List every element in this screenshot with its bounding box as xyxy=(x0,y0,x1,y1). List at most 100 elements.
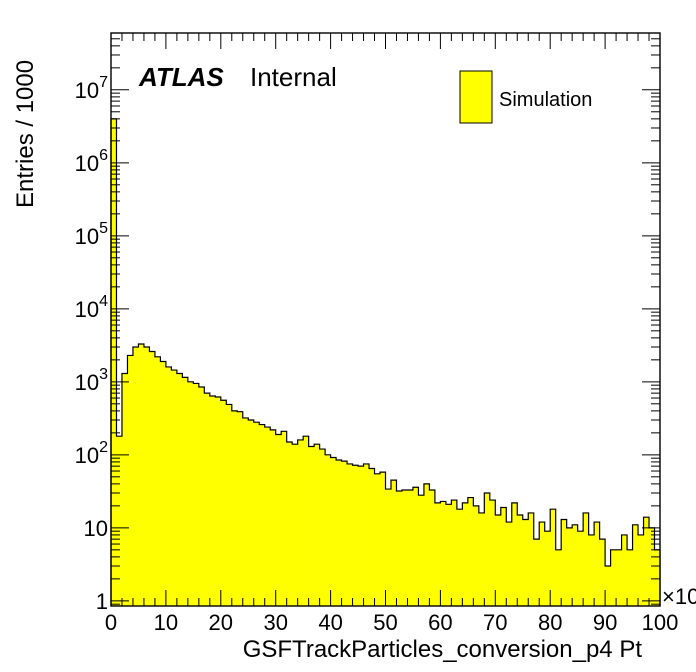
histogram-bar xyxy=(336,459,342,606)
histogram-bar xyxy=(627,549,633,606)
histogram-bar xyxy=(286,441,293,606)
histogram-bar xyxy=(198,386,205,606)
histogram-bar xyxy=(583,512,589,606)
histogram-bar xyxy=(506,522,513,606)
histogram-bar xyxy=(226,404,233,606)
histogram-bar xyxy=(478,512,485,606)
histogram-bar xyxy=(127,355,134,606)
x-tick-label: 50 xyxy=(373,610,397,635)
histogram-bar xyxy=(401,489,408,606)
histogram-bar xyxy=(594,522,600,606)
y-tick-label: 10 xyxy=(84,516,108,541)
histogram-bar xyxy=(462,502,469,606)
histogram-bar xyxy=(369,468,375,606)
histogram-bar xyxy=(319,449,326,606)
histogram-bar xyxy=(121,373,128,606)
y-tick-label: 105 xyxy=(75,220,108,249)
histogram-bar xyxy=(566,527,573,606)
x-tick-label: 100 xyxy=(642,610,679,635)
histogram-bar xyxy=(259,424,266,606)
histogram-bar xyxy=(281,431,287,606)
y-tick-label: 102 xyxy=(75,439,108,468)
histogram-bar xyxy=(341,461,348,606)
x-axis-multiplier: ×10³ xyxy=(662,584,696,609)
histogram-bar xyxy=(165,366,172,606)
histogram-bar xyxy=(451,500,458,606)
x-tick-label: 80 xyxy=(538,610,562,635)
histogram-bar xyxy=(473,505,480,606)
histogram-bar xyxy=(577,531,584,606)
histogram-bar xyxy=(132,346,139,606)
histogram-bar xyxy=(495,514,502,606)
histogram-bar xyxy=(418,495,425,606)
y-tick-label: 1 xyxy=(96,589,108,614)
x-axis-tick-labels: 0 10 20 30 40 50 60 70 80 90 100 xyxy=(105,610,678,635)
histogram-bar xyxy=(193,383,200,606)
histogram-bar xyxy=(182,377,189,606)
histogram-bar xyxy=(434,502,441,606)
legend-label-simulation: Simulation xyxy=(499,89,592,111)
histogram-bar xyxy=(215,396,222,606)
histogram-bar xyxy=(423,483,430,606)
histogram-bar xyxy=(314,444,320,606)
histogram-bar xyxy=(539,522,546,606)
x-tick-label: 0 xyxy=(105,610,117,635)
histogram-bar xyxy=(610,549,617,606)
histogram-bar xyxy=(489,500,496,606)
histogram-outline xyxy=(110,118,661,606)
histogram-bar xyxy=(330,457,337,606)
histogram-bar xyxy=(638,534,644,606)
y-tick-label: 103 xyxy=(75,366,108,395)
histogram-bar xyxy=(572,524,578,606)
legend: Simulation xyxy=(459,70,592,124)
histogram-bar xyxy=(154,356,161,606)
x-tick-label: 90 xyxy=(593,610,617,635)
histogram-bar xyxy=(204,393,211,606)
histogram-bar xyxy=(138,343,145,606)
histogram-bar xyxy=(347,463,353,606)
histogram-bar xyxy=(111,118,117,607)
histogram-bar xyxy=(429,489,436,606)
histogram-bar xyxy=(616,549,622,606)
histogram-bar xyxy=(561,519,567,606)
histogram-bar xyxy=(220,400,227,606)
legend-swatch-simulation xyxy=(459,70,493,124)
histogram-bar xyxy=(242,417,249,606)
histogram-bar xyxy=(467,497,474,606)
histogram-bar xyxy=(445,504,452,606)
histogram-bar xyxy=(396,490,403,606)
histogram-bar xyxy=(160,361,167,606)
histogram-bar xyxy=(264,427,271,606)
histogram-bar xyxy=(605,566,611,606)
histogram-bar xyxy=(374,473,381,606)
atlas-label: ATLAS xyxy=(138,62,224,92)
histogram-bar xyxy=(500,507,507,606)
y-tick-label: 107 xyxy=(75,74,108,103)
x-tick-label: 60 xyxy=(428,610,452,635)
histogram-bar xyxy=(412,487,419,606)
histogram-bar xyxy=(380,472,386,606)
histogram-bar xyxy=(649,527,655,606)
histogram-bar xyxy=(292,444,298,606)
histogram-bar xyxy=(352,465,359,606)
histogram-bar xyxy=(654,549,661,606)
y-axis-tick-labels: 1 10 102 103 104 105 106 107 xyxy=(75,74,108,614)
histogram-bar xyxy=(363,463,370,606)
histogram-bar xyxy=(385,489,392,606)
y-tick-label: 104 xyxy=(75,293,108,322)
x-tick-label: 40 xyxy=(318,610,342,635)
histogram-bar xyxy=(484,493,491,606)
x-tick-label: 70 xyxy=(483,610,507,635)
histogram-bar xyxy=(297,439,304,606)
histogram-bar xyxy=(209,395,216,606)
histogram-bar xyxy=(533,539,540,606)
x-axis-title: GSFTrackParticles_conversion_p4 Pt xyxy=(243,636,643,663)
histogram-bar xyxy=(275,434,282,606)
histogram-bar xyxy=(237,411,244,606)
x-axis-ticks xyxy=(110,33,661,606)
histogram-bar xyxy=(522,519,529,606)
histogram-bar xyxy=(303,436,309,606)
histogram-bar xyxy=(632,524,639,606)
histogram-bar xyxy=(456,509,463,606)
histogram-bar xyxy=(149,351,156,606)
